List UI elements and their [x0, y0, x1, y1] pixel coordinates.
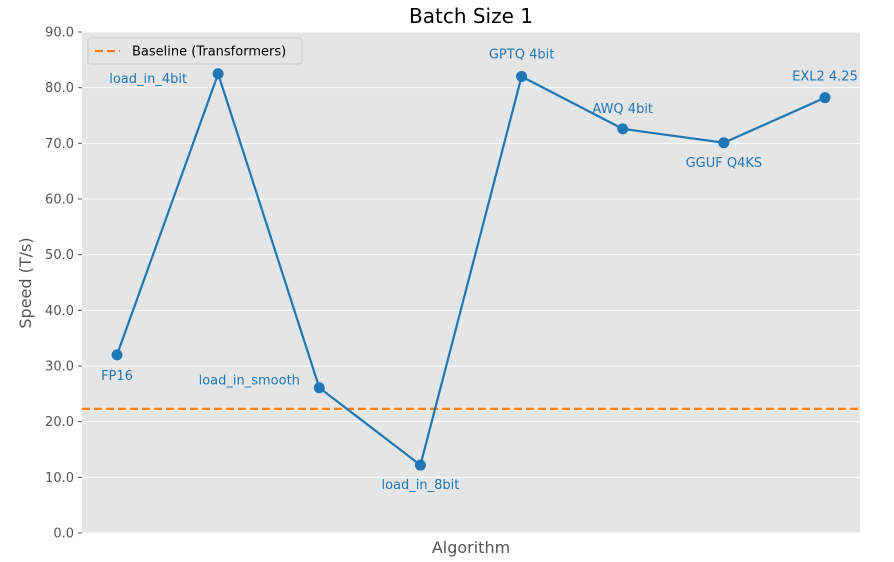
legend-label: Baseline (Transformers): [132, 45, 286, 60]
y-tick-label: 40.0: [45, 304, 74, 319]
legend-box: [87, 37, 303, 65]
series: FP16 load_in_4bit load_in_smooth load_in_8b…: [101, 48, 858, 494]
data-label: EXL2 4.25: [792, 70, 858, 85]
data-point: [111, 349, 123, 361]
data-point: [212, 68, 224, 80]
y-tick-label: 60.0: [45, 193, 74, 208]
plot-area: [82, 32, 860, 533]
chart-title: Batch Size 1: [409, 4, 533, 28]
data-label: load_in_4bit: [109, 72, 187, 87]
y-tick-label: 0.0: [53, 527, 74, 542]
data-label: GGUF Q4KS: [686, 156, 763, 171]
data-label: load_in_smooth: [199, 374, 300, 389]
data-point: [516, 71, 528, 83]
data-point: [819, 92, 831, 104]
data-point: [718, 137, 730, 149]
y-axis: 0.0 10.0 20.0 30.0 40.0 50.0 60.0 70.0 80.0 90.0: [45, 26, 82, 542]
series-line: [115, 70, 826, 467]
y-tick-label: 30.0: [45, 360, 74, 375]
data-label: FP16: [101, 369, 133, 384]
data-label: GPTQ 4bit: [489, 48, 554, 63]
y-axis-label: Speed (T/s): [16, 237, 35, 328]
data-point: [617, 123, 629, 135]
y-tick-label: 90.0: [45, 26, 74, 41]
data-point: [313, 382, 325, 394]
legend: Baseline (Transformers): [87, 37, 303, 65]
data-point: [414, 459, 426, 471]
data-label: AWQ 4bit: [592, 102, 653, 117]
grid-lines: [82, 31, 860, 534]
y-tick-label: 50.0: [45, 248, 74, 263]
y-tick-label: 20.0: [45, 415, 74, 430]
y-tick-label: 70.0: [45, 137, 74, 152]
y-tick-label: 10.0: [45, 471, 74, 486]
x-axis-label: Algorithm: [432, 538, 510, 557]
data-label: load_in_8bit: [381, 478, 459, 493]
y-tick-label: 80.0: [45, 81, 74, 96]
